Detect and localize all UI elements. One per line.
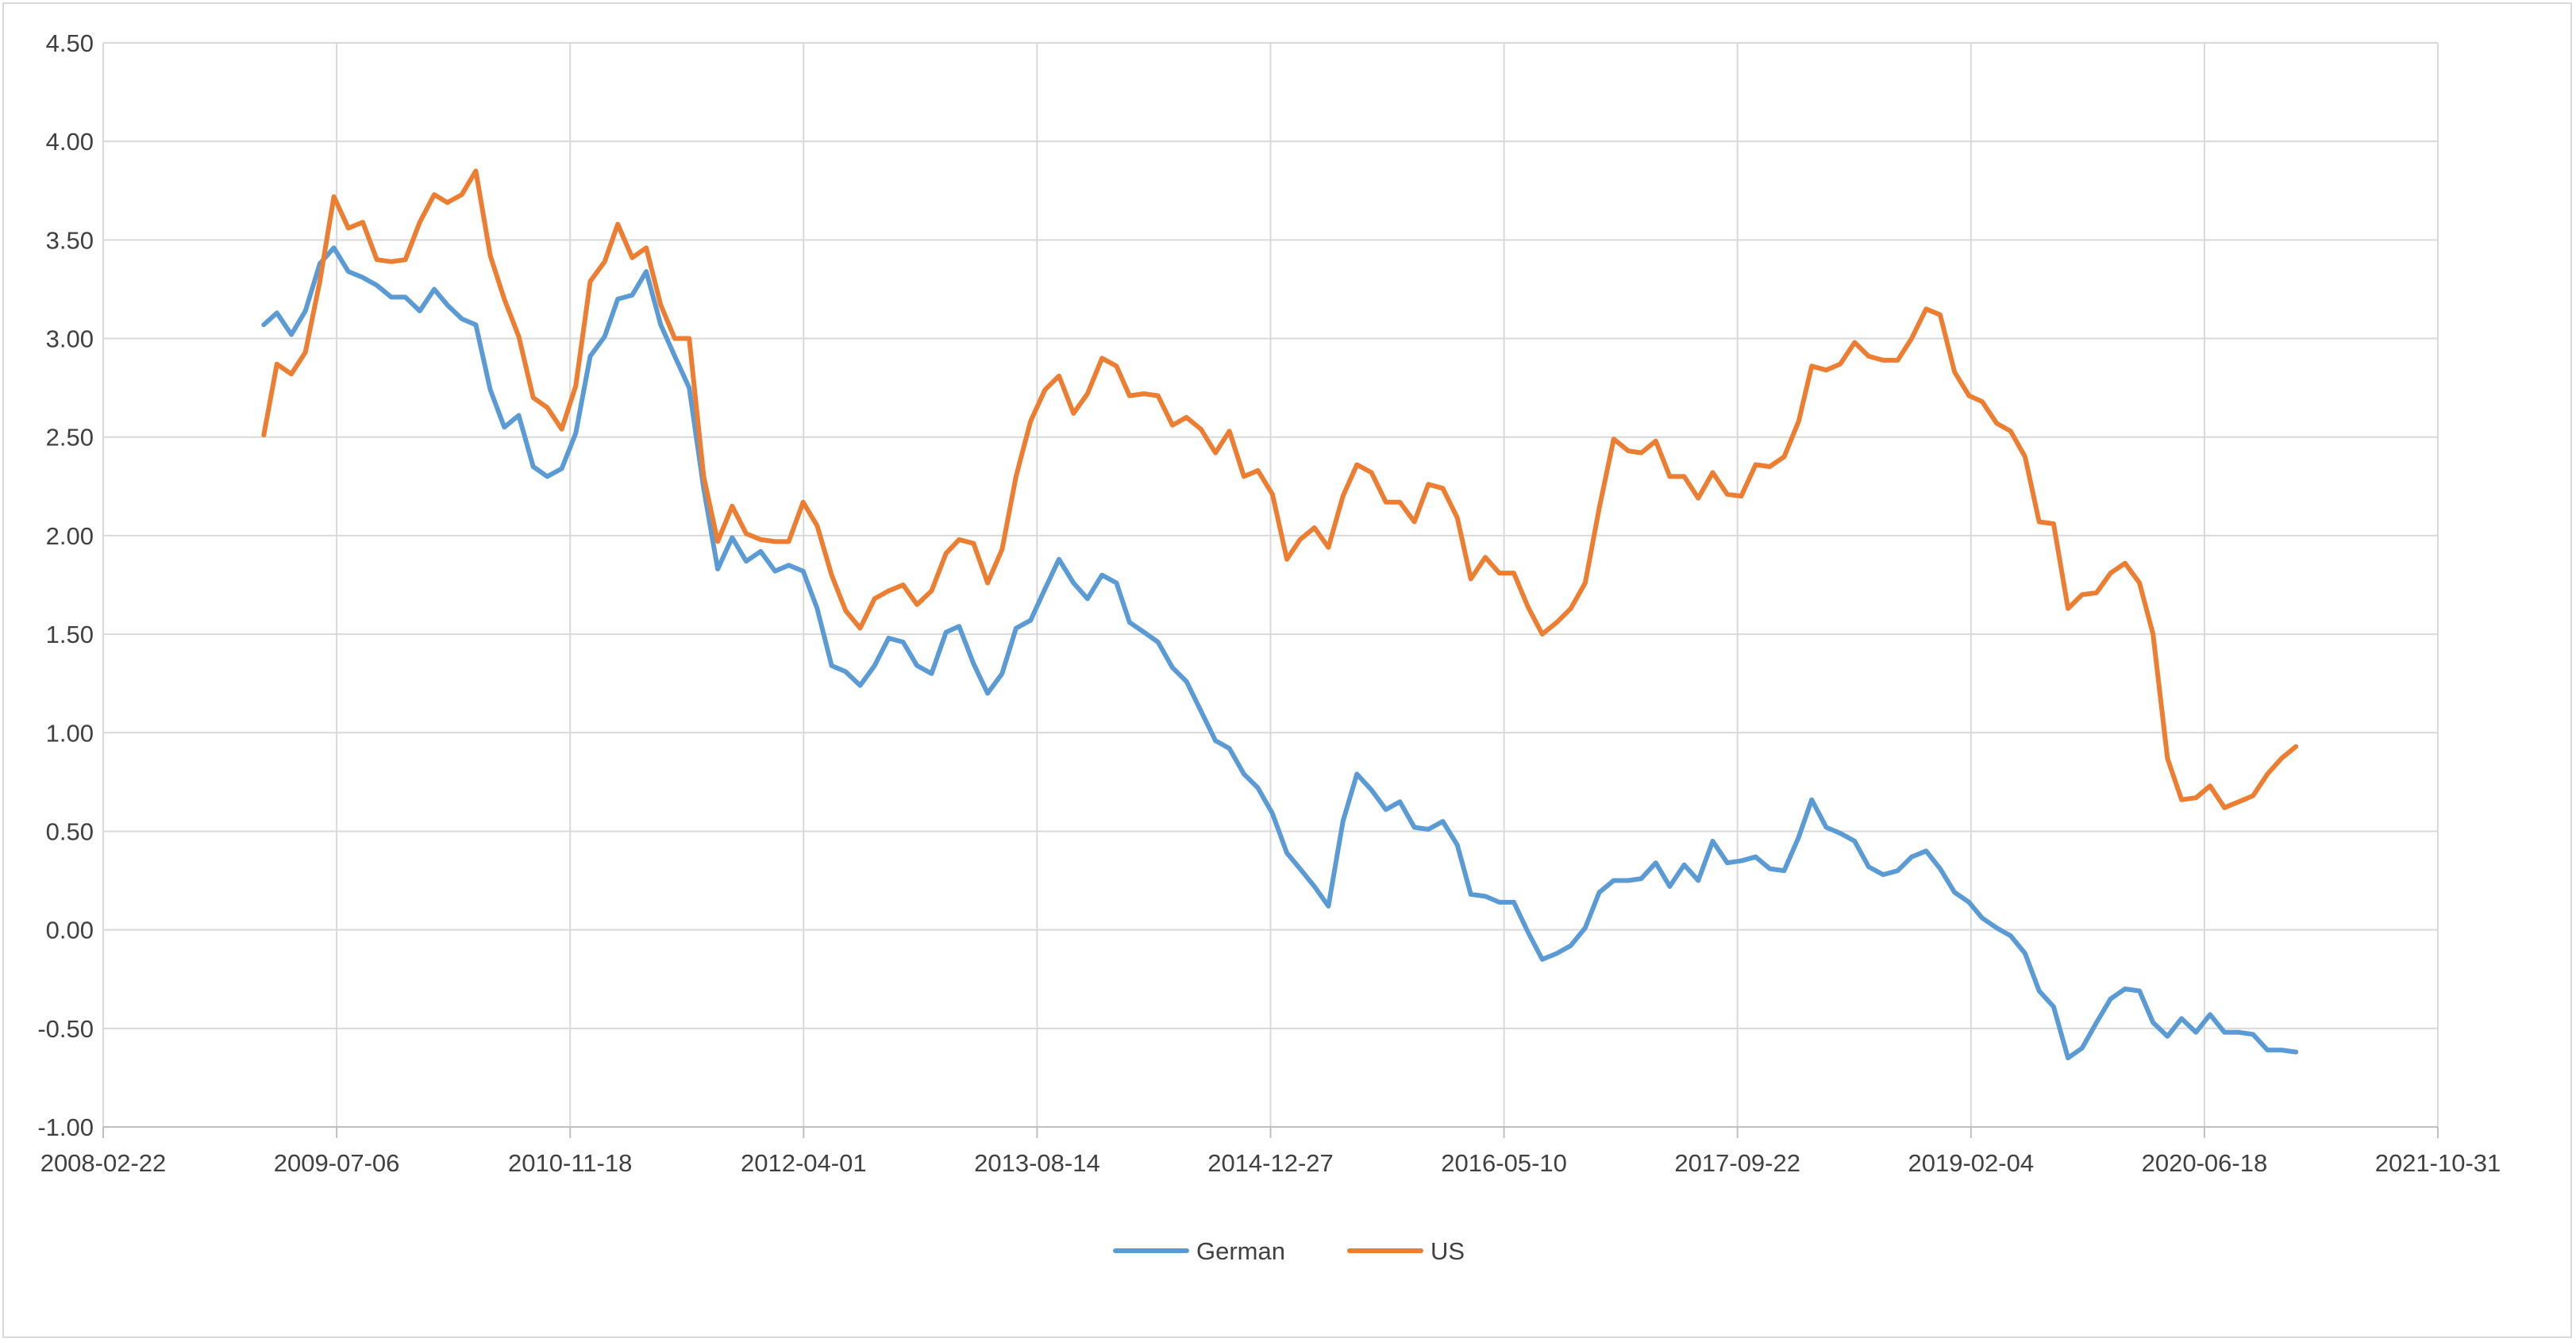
axes bbox=[102, 1126, 2439, 1138]
x-tick-label: 2016-05-10 bbox=[1441, 1149, 1567, 1177]
y-tick-label: 0.00 bbox=[46, 917, 94, 944]
x-tick-label: 2010-11-18 bbox=[508, 1149, 632, 1177]
series-line-us bbox=[261, 168, 2299, 810]
y-tick-label: 3.00 bbox=[46, 325, 94, 353]
y-tick-label: -1.00 bbox=[37, 1113, 94, 1141]
y-axis-tick-labels: 4.50 4.00 3.50 3.00 2.50 2.00 1.50 1.00 0.50 0.00… bbox=[37, 29, 94, 1141]
x-tick-label: 2020-06-18 bbox=[2142, 1149, 2268, 1177]
y-tick-label: 1.50 bbox=[46, 621, 94, 648]
legend-item-us: US bbox=[1347, 1237, 1465, 1265]
legend: German US bbox=[1113, 1237, 1465, 1265]
y-tick-label: 1.00 bbox=[46, 719, 94, 747]
x-tick-label: 2021-10-31 bbox=[2375, 1149, 2501, 1177]
y-tick-label: 4.50 bbox=[46, 29, 94, 57]
y-tick-label: 3.50 bbox=[46, 226, 94, 254]
y-tick-label: 2.00 bbox=[46, 522, 94, 550]
x-tick-label: 2014-12-27 bbox=[1207, 1149, 1334, 1177]
x-tick-label: 2019-02-04 bbox=[1908, 1149, 2035, 1177]
x-tick-label: 2013-08-14 bbox=[974, 1149, 1100, 1177]
legend-item-german: German bbox=[1113, 1237, 1285, 1265]
x-tick-label: 2017-09-22 bbox=[1674, 1149, 1800, 1177]
gridlines bbox=[102, 42, 2439, 1128]
legend-label: German bbox=[1196, 1237, 1285, 1265]
series-lines bbox=[261, 168, 2299, 1061]
x-axis-tick-labels: 2008-02-22 2009-07-06 2010-11-18 2012-04-01… bbox=[40, 1149, 2501, 1177]
series-line-german bbox=[261, 245, 2299, 1061]
y-tick-label: -0.50 bbox=[37, 1015, 94, 1043]
y-tick-label: 2.50 bbox=[46, 424, 94, 452]
legend-label: US bbox=[1430, 1237, 1465, 1265]
y-tick-label: 0.50 bbox=[46, 817, 94, 845]
y-tick-label: 4.00 bbox=[46, 128, 94, 156]
x-tick-label: 2008-02-22 bbox=[40, 1149, 167, 1177]
x-tick-label: 2012-04-01 bbox=[741, 1149, 867, 1177]
x-tick-label: 2009-07-06 bbox=[274, 1149, 400, 1177]
